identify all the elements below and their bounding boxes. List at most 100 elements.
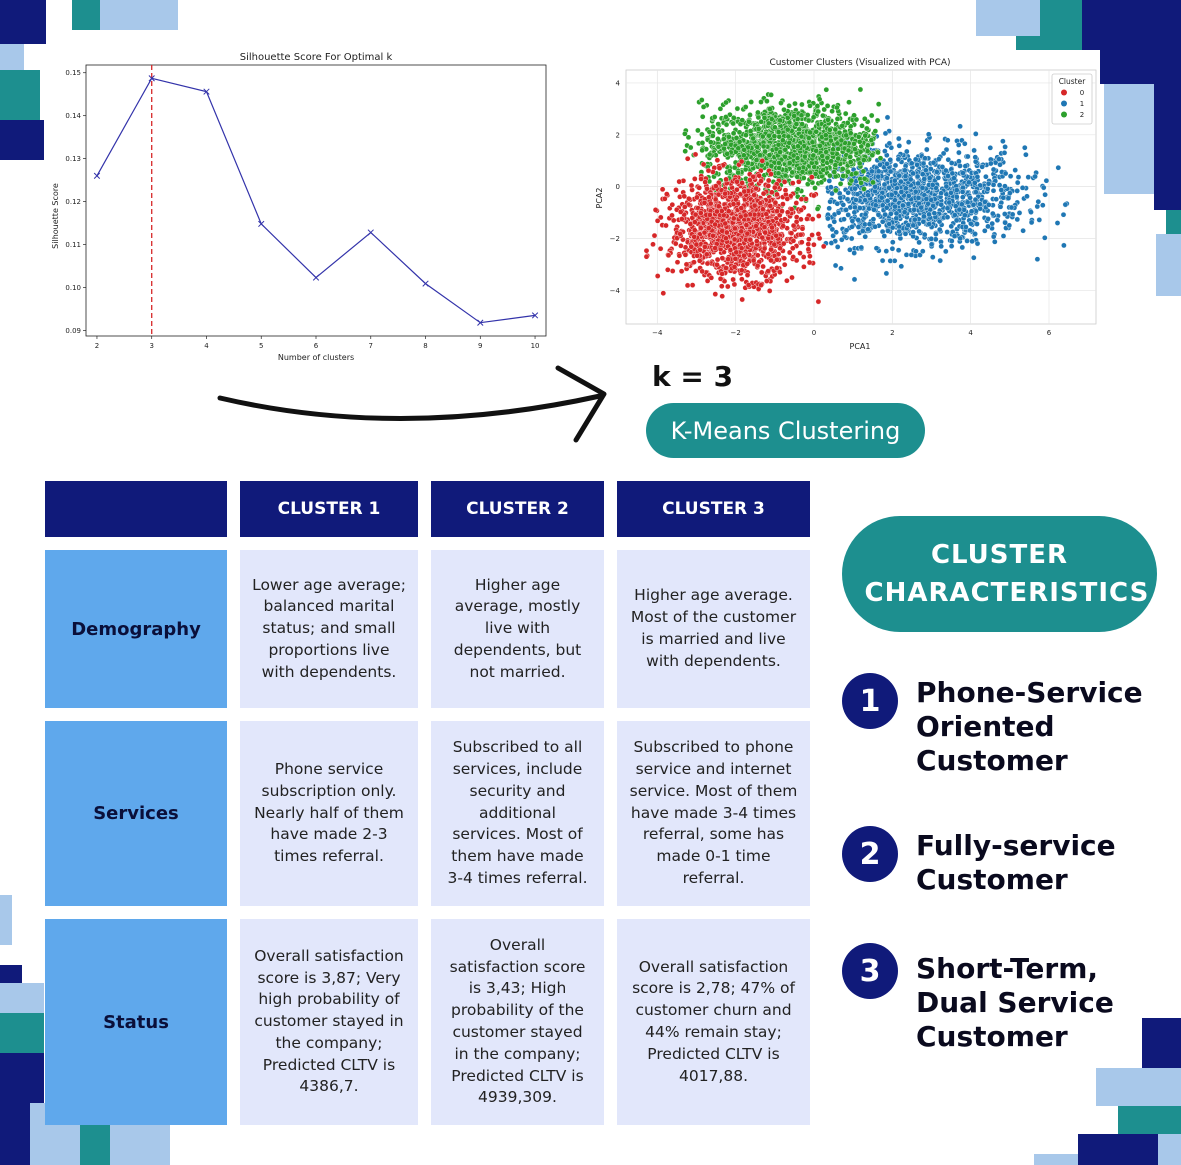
pca-point-cluster-0 [669,212,675,219]
pca-point-cluster-2 [795,143,801,150]
pca-point-cluster-0 [820,243,827,250]
pca-point-cluster-2 [776,160,782,166]
pca-point-cluster-1 [948,223,955,230]
pca-point-cluster-0 [782,187,789,193]
pca-point-cluster-0 [771,241,778,248]
pca-point-cluster-1 [1019,184,1026,191]
pca-point-cluster-1 [875,211,882,218]
pca-point-cluster-1 [921,176,928,182]
pca-point-cluster-2 [715,143,722,150]
pca-point-cluster-1 [953,193,960,200]
pca-point-cluster-2 [851,141,857,147]
pca-point-cluster-1 [1001,150,1008,156]
pca-point-cluster-2 [723,99,729,106]
pca-point-cluster-0 [760,263,766,270]
pca-point-cluster-2 [798,112,805,119]
pca-point-cluster-1 [956,206,963,213]
pca-point-cluster-1 [961,206,967,213]
pca-y-tick-label: 0 [616,183,620,191]
pca-point-cluster-0 [779,208,785,214]
pca-point-cluster-1 [919,171,926,177]
pca-point-cluster-1 [956,149,962,156]
pca-point-cluster-0 [790,222,797,229]
pca-point-cluster-0 [650,241,656,248]
pca-point-cluster-1 [866,221,873,227]
pca-point-cluster-2 [831,169,838,175]
characteristic-number-1: 1 [842,673,898,729]
pca-point-cluster-0 [682,204,688,210]
pca-point-cluster-0 [696,257,703,264]
silhouette-point-stroke [93,172,101,179]
pca-point-cluster-0 [741,252,747,259]
pca-point-cluster-2 [715,121,721,127]
pca-point-cluster-0 [722,220,729,227]
pca-point-cluster-2 [813,148,819,154]
pca-point-cluster-1 [888,191,895,198]
pca-point-cluster-1 [834,200,841,207]
pca-point-cluster-2 [814,103,821,109]
pca-point-cluster-0 [665,266,671,273]
pca-point-cluster-1 [895,247,902,253]
pca-point-cluster-2 [782,172,789,179]
pca-point-cluster-0 [665,252,672,259]
pca-point-cluster-0 [725,256,731,262]
pca-point-cluster-1 [990,233,997,240]
pca-point-cluster-0 [757,200,764,206]
pca-point-cluster-1 [926,221,933,227]
pca-point-cluster-2 [785,133,792,140]
pca-point-cluster-0 [789,180,796,186]
pca-point-cluster-1 [942,248,949,255]
pca-point-cluster-1 [1002,219,1008,226]
pca-point-cluster-1 [996,182,1003,188]
pca-point-cluster-0 [725,208,732,214]
pca-y-tick-label: −4 [610,287,621,295]
pca-point-cluster-2 [847,159,854,165]
pca-point-cluster-0 [732,225,738,232]
pca-point-cluster-1 [845,212,852,218]
silhouette-point-stroke [258,220,265,228]
pca-point-cluster-1 [911,216,918,223]
pca-point-cluster-0 [769,224,775,231]
pca-point-cluster-1 [829,190,835,197]
pca-point-cluster-1 [878,194,885,201]
column-header-cluster-3: CLUSTER 3 [617,481,810,537]
pca-point-cluster-1 [925,131,932,138]
pca-point-cluster-1 [882,130,889,137]
silhouette-x-tick-label: 5 [259,342,263,350]
pca-point-cluster-1 [948,189,954,196]
pca-point-cluster-0 [774,256,780,263]
row-label-status: Status [45,919,227,1125]
pca-point-cluster-0 [697,247,703,253]
pca-point-cluster-2 [699,131,705,138]
pca-point-cluster-1 [928,197,934,203]
pca-point-cluster-0 [662,195,668,202]
pca-point-cluster-0 [730,215,737,222]
characteristic-number-2: 2 [842,826,898,882]
pca-y-tick-label: −2 [610,235,620,243]
pca-point-cluster-0 [712,245,718,251]
pca-x-axis-label: PCA1 [850,342,871,351]
silhouette-plot-frame [85,64,547,337]
pca-point-cluster-2 [759,133,766,140]
pca-point-cluster-1 [884,114,891,121]
pca-point-cluster-2 [825,117,831,123]
pca-point-cluster-1 [926,175,933,181]
pca-point-cluster-1 [936,226,943,233]
pca-point-cluster-1 [854,191,861,197]
pca-point-cluster-2 [810,114,817,121]
silhouette-point-stroke [203,88,210,95]
pca-point-cluster-0 [788,206,795,212]
pca-point-cluster-0 [809,232,815,238]
pca-point-cluster-1 [829,226,836,233]
silhouette-point [312,274,320,281]
pca-point-cluster-0 [692,219,698,225]
silhouette-x-tick-label: 8 [423,342,427,350]
pca-point-cluster-0 [808,174,815,180]
cell-status-cluster-3: Overall satisfaction score is 2,78; 47% … [617,919,810,1125]
pca-point-cluster-1 [989,220,996,227]
pca-point-cluster-1 [921,213,927,220]
pca-point-cluster-0 [732,196,739,203]
pca-point-cluster-0 [815,231,822,237]
pca-point-cluster-1 [862,233,869,240]
pca-point-cluster-0 [780,240,787,247]
